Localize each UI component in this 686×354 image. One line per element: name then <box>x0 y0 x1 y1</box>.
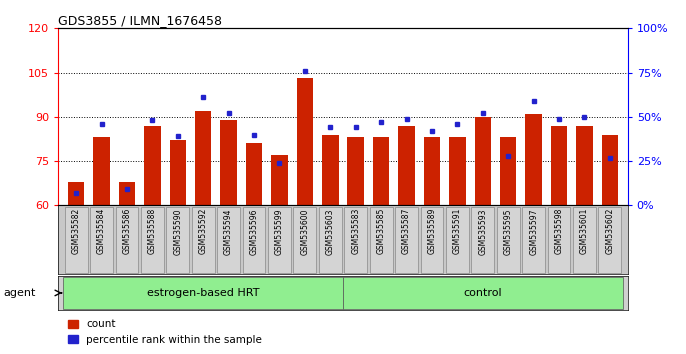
Text: GSM535582: GSM535582 <box>71 208 80 254</box>
Text: GSM535601: GSM535601 <box>580 208 589 255</box>
Bar <box>347 137 364 205</box>
FancyBboxPatch shape <box>370 207 392 273</box>
Bar <box>424 137 440 205</box>
FancyBboxPatch shape <box>573 207 596 273</box>
Text: control: control <box>464 288 502 298</box>
Text: GSM535587: GSM535587 <box>402 208 411 255</box>
Bar <box>602 135 618 205</box>
Text: agent: agent <box>3 288 36 298</box>
Text: GSM535584: GSM535584 <box>97 208 106 255</box>
Bar <box>144 126 161 205</box>
Text: GSM535583: GSM535583 <box>351 208 360 255</box>
Bar <box>119 182 135 205</box>
FancyBboxPatch shape <box>522 207 545 273</box>
FancyBboxPatch shape <box>344 207 367 273</box>
FancyBboxPatch shape <box>217 207 240 273</box>
Text: GSM535592: GSM535592 <box>199 208 208 255</box>
Bar <box>322 135 339 205</box>
FancyBboxPatch shape <box>421 207 443 273</box>
Bar <box>525 114 542 205</box>
FancyBboxPatch shape <box>446 207 469 273</box>
FancyBboxPatch shape <box>343 277 623 309</box>
Text: GSM535598: GSM535598 <box>554 208 564 255</box>
Bar <box>220 120 237 205</box>
FancyBboxPatch shape <box>141 207 164 273</box>
Text: GSM535593: GSM535593 <box>478 208 487 255</box>
FancyBboxPatch shape <box>166 207 189 273</box>
Bar <box>449 137 466 205</box>
Text: GSM535585: GSM535585 <box>377 208 386 255</box>
Text: GSM535602: GSM535602 <box>606 208 615 255</box>
FancyBboxPatch shape <box>319 207 342 273</box>
Text: GSM535600: GSM535600 <box>300 208 309 255</box>
FancyBboxPatch shape <box>471 207 494 273</box>
Bar <box>551 126 567 205</box>
Bar <box>500 137 517 205</box>
Bar <box>373 137 390 205</box>
FancyBboxPatch shape <box>64 207 88 273</box>
Text: GSM535591: GSM535591 <box>453 208 462 255</box>
FancyBboxPatch shape <box>115 207 139 273</box>
FancyBboxPatch shape <box>598 207 622 273</box>
FancyBboxPatch shape <box>547 207 571 273</box>
FancyBboxPatch shape <box>294 207 316 273</box>
FancyBboxPatch shape <box>243 207 265 273</box>
FancyBboxPatch shape <box>395 207 418 273</box>
Text: GSM535596: GSM535596 <box>250 208 259 255</box>
FancyBboxPatch shape <box>63 277 343 309</box>
Bar <box>169 141 186 205</box>
FancyBboxPatch shape <box>90 207 113 273</box>
Bar <box>93 137 110 205</box>
Text: GSM535588: GSM535588 <box>148 208 157 254</box>
Bar <box>576 126 593 205</box>
Text: GSM535597: GSM535597 <box>529 208 538 255</box>
Bar <box>399 126 415 205</box>
Bar <box>271 155 287 205</box>
Text: GSM535603: GSM535603 <box>326 208 335 255</box>
Text: GSM535595: GSM535595 <box>504 208 512 255</box>
FancyBboxPatch shape <box>192 207 215 273</box>
Text: GSM535599: GSM535599 <box>275 208 284 255</box>
FancyBboxPatch shape <box>497 207 520 273</box>
FancyBboxPatch shape <box>268 207 291 273</box>
Bar <box>195 111 211 205</box>
Bar <box>475 117 491 205</box>
Bar <box>68 182 84 205</box>
Text: GSM535586: GSM535586 <box>122 208 132 255</box>
Text: GSM535594: GSM535594 <box>224 208 233 255</box>
Text: GDS3855 / ILMN_1676458: GDS3855 / ILMN_1676458 <box>58 14 222 27</box>
Text: GSM535589: GSM535589 <box>427 208 436 255</box>
Text: GSM535590: GSM535590 <box>174 208 182 255</box>
Bar <box>296 79 313 205</box>
Bar <box>246 143 262 205</box>
Text: estrogen-based HRT: estrogen-based HRT <box>147 288 259 298</box>
Legend: count, percentile rank within the sample: count, percentile rank within the sample <box>64 315 266 349</box>
